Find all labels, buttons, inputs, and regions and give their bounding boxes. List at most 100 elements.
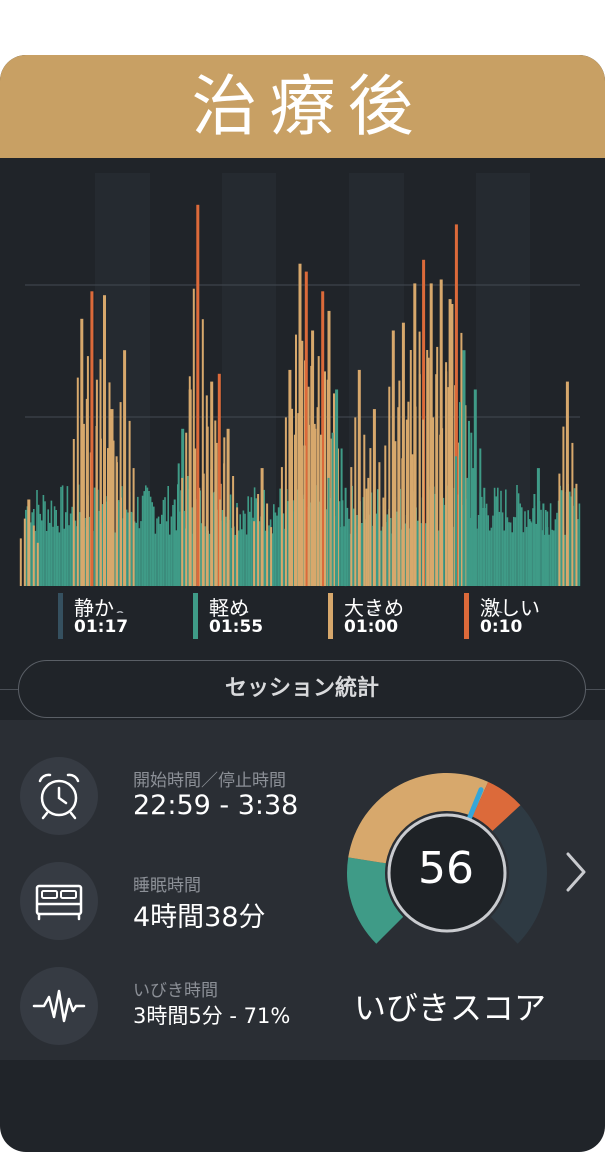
chart-bar	[380, 530, 382, 586]
chart-bar	[407, 401, 410, 586]
chart-peak-bar	[298, 263, 302, 586]
chart-bar	[282, 513, 285, 586]
chart-bar	[485, 503, 488, 586]
chart-peak-bar	[454, 224, 458, 586]
snore-score-gauge	[347, 773, 547, 944]
chart-peak-bar	[401, 322, 405, 586]
chart-bar	[258, 521, 261, 586]
chart-bar	[36, 490, 38, 586]
legend-time-light: 01:55	[209, 617, 264, 637]
chart-bar	[135, 522, 137, 586]
chart-bar	[149, 496, 152, 586]
chart-bar	[157, 516, 160, 586]
chart-peak-bar	[335, 389, 339, 586]
legend-time-loud: 01:00	[344, 617, 399, 637]
chart-peak-bar	[321, 291, 325, 587]
chart-bar	[369, 448, 372, 586]
chart-bar	[167, 486, 169, 586]
chart-bar	[23, 518, 26, 586]
chart-bar	[476, 528, 478, 586]
chart-bar	[221, 510, 224, 586]
chart-bar	[444, 504, 446, 586]
chart-bar	[517, 493, 520, 586]
divider-right	[586, 689, 605, 690]
chart-bar	[513, 516, 515, 586]
chart-bar	[79, 512, 81, 586]
chart-bar	[143, 491, 145, 586]
chart-bar	[325, 509, 328, 586]
chart-bar	[223, 463, 226, 586]
chart-bar	[186, 476, 189, 586]
chart-bar	[108, 382, 111, 586]
chart-bar	[53, 506, 56, 586]
chart-bar	[107, 448, 109, 586]
chart-bar	[532, 508, 534, 586]
chart-bar	[388, 386, 391, 586]
chart-bar	[316, 407, 319, 586]
gauge-center-dial	[387, 813, 507, 933]
chart-bar	[575, 483, 578, 586]
legend-label-epic: 激しい	[480, 596, 540, 620]
chart-bar	[145, 485, 147, 586]
chart-bar	[503, 530, 505, 586]
snore-score-label: いびきスコア	[353, 989, 546, 1027]
chart-bar	[257, 494, 260, 586]
session-stats-button[interactable]: セッション統計	[18, 660, 586, 718]
chart-bar	[255, 498, 257, 586]
chart-bar	[253, 521, 256, 586]
chart-bar	[162, 499, 165, 586]
chart-bar	[414, 406, 417, 586]
chart-bar	[425, 523, 427, 586]
chart-bar	[115, 456, 118, 586]
chart-bar	[117, 500, 120, 586]
chart-bar	[86, 356, 89, 586]
chart-peak-bar	[473, 389, 477, 586]
chart-bar	[219, 499, 222, 586]
chart-bar	[132, 468, 135, 586]
chart-bar	[58, 532, 61, 586]
chart-bar	[284, 417, 287, 586]
chart-bar	[301, 340, 304, 586]
chart-bar	[202, 473, 205, 586]
chart-bar	[49, 522, 51, 586]
chart-peak-bar	[226, 428, 230, 586]
chart-peak-bar	[260, 468, 264, 586]
chart-peak-bar	[103, 295, 106, 586]
chart-peak-bar	[288, 369, 292, 586]
chart-bar	[153, 506, 155, 586]
snore-intensity-chart: 0 1 2 3	[19, 173, 581, 613]
chart-bar	[130, 511, 133, 586]
chart-bar	[71, 506, 73, 586]
chart-bar	[175, 530, 177, 586]
legend-label-light: 軽め	[209, 596, 249, 620]
chart-bar	[140, 521, 142, 586]
chart-peak-bar	[536, 468, 540, 586]
chart-bar	[232, 476, 235, 586]
chart-peak-bar	[429, 283, 433, 586]
chart-bar	[509, 522, 512, 586]
legend-swatch-epic	[464, 593, 469, 639]
chart-bar	[535, 523, 537, 586]
chart-bar	[459, 402, 461, 586]
chart-bar	[363, 434, 366, 586]
chart-bar	[417, 520, 419, 586]
chart-bar	[47, 509, 49, 586]
chevron-right-icon[interactable]	[562, 850, 590, 894]
chart-bar	[173, 499, 176, 586]
start-stop-icon-badge	[20, 757, 98, 835]
chart-bar	[279, 488, 281, 586]
chart-bar	[427, 357, 430, 586]
divider-left	[0, 689, 20, 690]
chart-bar	[522, 532, 525, 586]
chart-bar	[564, 534, 566, 586]
chart-bar	[405, 419, 408, 586]
chart-peak-bar	[372, 409, 376, 586]
chart-bar	[128, 420, 131, 586]
chart-peak-bar	[27, 499, 31, 586]
snore-score-value: 56	[418, 843, 474, 894]
chart-bar	[127, 512, 129, 586]
chart-bar	[554, 519, 557, 586]
chart-bar	[344, 487, 347, 587]
chart-bar	[93, 487, 96, 586]
chart-bar	[577, 519, 579, 586]
